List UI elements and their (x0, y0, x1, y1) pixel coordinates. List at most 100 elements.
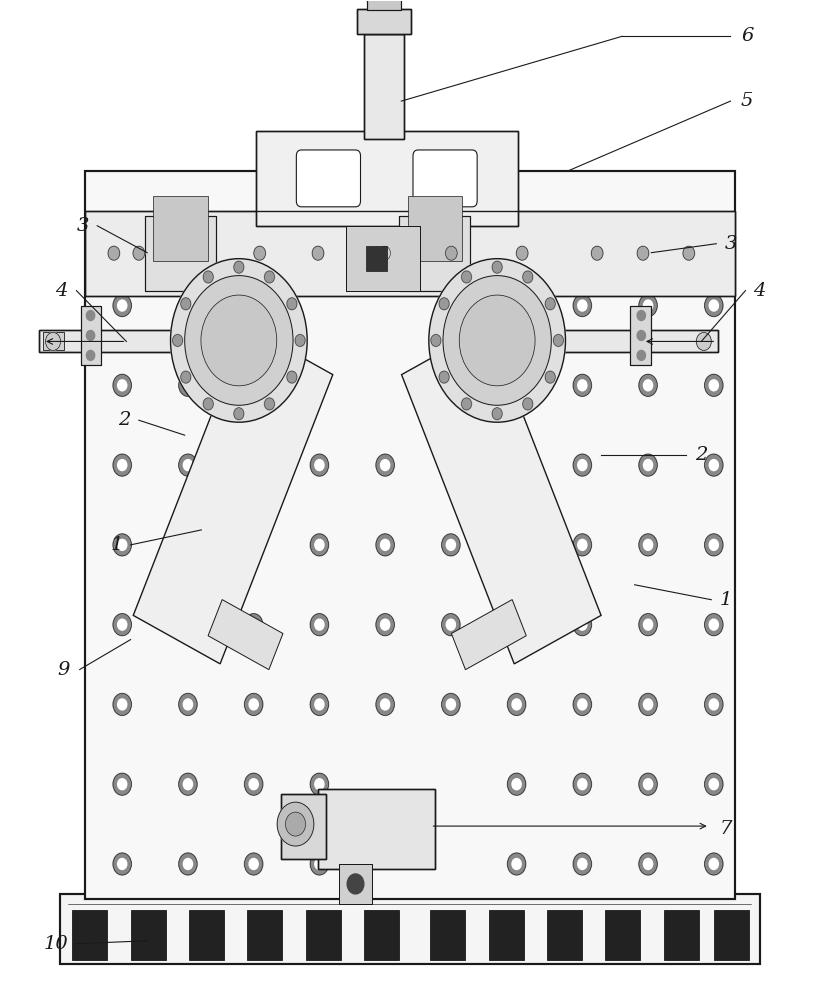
Circle shape (172, 334, 182, 346)
Circle shape (113, 295, 131, 317)
Circle shape (315, 539, 324, 550)
Circle shape (113, 374, 131, 396)
Bar (256, 131, 518, 226)
Circle shape (441, 454, 460, 476)
Bar (357, 9, 410, 34)
Circle shape (644, 220, 653, 231)
Circle shape (507, 853, 526, 875)
Bar (84, 171, 735, 899)
Circle shape (461, 271, 472, 283)
Circle shape (709, 859, 718, 869)
Circle shape (113, 215, 131, 237)
Circle shape (573, 374, 592, 396)
Circle shape (446, 539, 456, 550)
Circle shape (578, 220, 587, 231)
Text: 5: 5 (741, 92, 753, 110)
Circle shape (133, 246, 145, 260)
Circle shape (380, 619, 390, 630)
Circle shape (249, 220, 258, 231)
Circle shape (705, 853, 723, 875)
Circle shape (705, 614, 723, 636)
Circle shape (108, 246, 120, 260)
Text: 10: 10 (43, 935, 68, 953)
Circle shape (295, 334, 305, 346)
Circle shape (249, 619, 258, 630)
Bar (281, 794, 326, 859)
Bar (84, 211, 735, 296)
Circle shape (118, 460, 127, 471)
Circle shape (573, 454, 592, 476)
Circle shape (181, 298, 191, 310)
Circle shape (705, 773, 723, 795)
Circle shape (203, 271, 213, 283)
Bar (547, 910, 582, 960)
Circle shape (179, 295, 197, 317)
Circle shape (315, 619, 324, 630)
Circle shape (179, 773, 197, 795)
Circle shape (644, 460, 653, 471)
Circle shape (201, 295, 277, 386)
Circle shape (441, 534, 460, 556)
Bar (84, 171, 735, 899)
Circle shape (179, 693, 197, 715)
Circle shape (264, 398, 274, 410)
Bar (400, 216, 470, 291)
Circle shape (310, 614, 329, 636)
Circle shape (507, 534, 526, 556)
Circle shape (244, 534, 263, 556)
Circle shape (203, 398, 213, 410)
Circle shape (179, 534, 197, 556)
Circle shape (573, 534, 592, 556)
Circle shape (446, 246, 457, 260)
Circle shape (249, 380, 258, 391)
Bar (714, 910, 749, 960)
Circle shape (118, 380, 127, 391)
Circle shape (185, 276, 293, 405)
Circle shape (287, 371, 297, 383)
Circle shape (492, 261, 502, 273)
Circle shape (517, 246, 528, 260)
Bar (364, 34, 404, 139)
Circle shape (278, 802, 314, 846)
Circle shape (637, 350, 645, 360)
Circle shape (512, 539, 521, 550)
Circle shape (113, 693, 131, 715)
Circle shape (639, 374, 657, 396)
Circle shape (639, 693, 657, 715)
Bar (364, 34, 404, 139)
Circle shape (446, 699, 456, 710)
Bar (367, 0, 400, 10)
Circle shape (380, 699, 390, 710)
Circle shape (179, 374, 197, 396)
Polygon shape (451, 600, 526, 670)
Circle shape (705, 374, 723, 396)
Circle shape (578, 539, 587, 550)
Circle shape (644, 699, 653, 710)
Circle shape (709, 539, 718, 550)
Circle shape (459, 295, 535, 386)
Text: 7: 7 (720, 820, 732, 838)
Circle shape (639, 534, 657, 556)
Circle shape (705, 295, 723, 317)
Bar (72, 910, 107, 960)
Circle shape (315, 859, 324, 869)
Circle shape (446, 460, 456, 471)
Bar (318, 789, 435, 869)
Circle shape (637, 330, 645, 340)
Circle shape (507, 454, 526, 476)
Circle shape (183, 699, 192, 710)
Circle shape (380, 460, 390, 471)
Bar (339, 864, 372, 904)
Circle shape (512, 460, 521, 471)
Circle shape (637, 311, 645, 320)
Circle shape (507, 693, 526, 715)
Circle shape (118, 699, 127, 710)
Circle shape (287, 298, 297, 310)
Circle shape (249, 460, 258, 471)
Circle shape (709, 460, 718, 471)
Circle shape (113, 853, 131, 875)
Circle shape (315, 460, 324, 471)
Circle shape (244, 773, 263, 795)
Circle shape (553, 334, 563, 346)
Circle shape (644, 380, 653, 391)
